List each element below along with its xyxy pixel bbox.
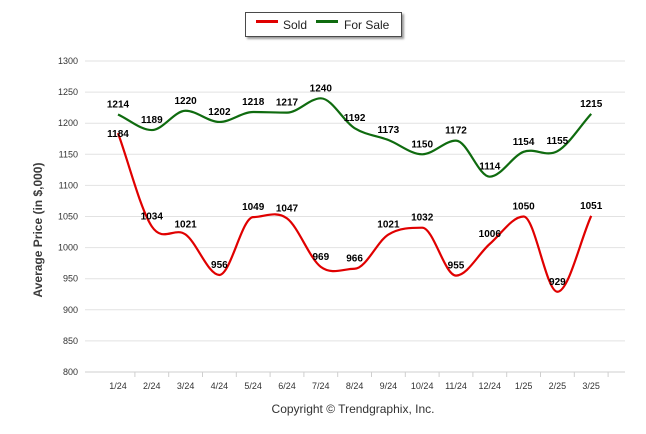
x-tick-label-12/24: 12/24 [479,381,502,391]
x-tick-label-10/24: 10/24 [411,381,434,391]
x-tick-label-2/24: 2/24 [143,381,161,391]
grid-lines [85,60,625,377]
series-lines [116,97,593,293]
y-tick-label-900: 900 [63,305,78,315]
x-tick-label-5/24: 5/24 [244,381,262,391]
series-line-for-sale [117,97,593,178]
x-tick-label-1/24: 1/24 [109,381,127,391]
data-label-for-sale-9: 1150 [411,139,433,150]
data-label-for-sale-13: 1155 [547,136,569,147]
legend-swatch-for-sale [316,20,338,23]
data-label-for-sale-8: 1173 [378,125,400,136]
data-label-sold-8: 1021 [377,220,400,231]
data-label-sold-12: 1050 [512,202,535,213]
data-label-for-sale-12: 1154 [513,137,535,148]
data-label-sold-0: 1184 [107,129,129,140]
y-tick-label-1250: 1250 [58,87,78,97]
y-tick-label-1150: 1150 [59,149,78,159]
legend-swatch-sold [256,20,278,23]
data-labels: 1184 1034 1021 956 1049 1047 969 966 1021 1032 955… [107,83,603,287]
legend-label-for-sale: For Sale [344,18,390,32]
data-label-sold-13: 929 [549,277,566,288]
y-axis-ticks: 800 850 900 950 1000 1050 1100 1150 1200 1250 1300 [58,56,78,377]
data-label-for-sale-10: 1172 [445,126,467,137]
x-tick-label-3/24: 3/24 [177,381,195,391]
x-tick-label-3/25: 3/25 [582,381,600,391]
data-label-sold-9: 1032 [411,213,434,224]
y-tick-label-1300: 1300 [58,56,78,66]
x-tick-label-11/24: 11/24 [445,381,467,391]
data-label-for-sale-3: 1202 [208,107,231,118]
copyright-text: Copyright © Trendgraphix, Inc. [271,402,435,416]
x-tick-label-4/24: 4/24 [211,381,229,391]
data-label-sold-5: 1047 [276,203,299,214]
x-axis-ticks: 1/24 2/24 3/24 4/24 5/24 6/24 7/24 8/24 9/24 10/2… [109,381,600,391]
data-label-sold-11: 1006 [479,229,502,240]
legend: Sold For Sale [245,12,402,37]
data-label-sold-2: 1021 [174,220,197,231]
data-label-sold-7: 966 [346,254,363,265]
x-tick-label-9/24: 9/24 [380,381,398,391]
y-tick-label-1200: 1200 [58,118,78,128]
data-label-for-sale-11: 1114 [479,162,501,173]
data-label-for-sale-6: 1240 [310,83,333,94]
y-tick-label-950: 950 [63,274,78,284]
data-label-sold-10: 955 [448,261,465,272]
data-label-sold-6: 969 [312,252,329,263]
data-label-for-sale-7: 1192 [344,113,366,124]
y-tick-label-1100: 1100 [59,180,78,190]
y-axis-label: Average Price (in $,000) [31,162,45,298]
x-tick-label-6/24: 6/24 [278,381,296,391]
data-label-for-sale-1: 1189 [141,115,163,126]
data-label-sold-1: 1034 [141,211,164,222]
data-label-sold-14: 1051 [580,201,603,212]
x-tick-label-1/25: 1/25 [515,381,533,391]
x-tick-label-8/24: 8/24 [346,381,364,391]
y-tick-label-1000: 1000 [58,243,78,253]
data-label-sold-4: 1049 [242,202,265,213]
x-tick-label-7/24: 7/24 [312,381,330,391]
data-label-for-sale-4: 1218 [242,97,265,108]
data-label-for-sale-14: 1215 [580,99,603,110]
data-label-for-sale-2: 1220 [174,96,197,107]
y-tick-label-800: 800 [63,367,78,377]
y-tick-label-850: 850 [63,336,78,346]
data-label-for-sale-0: 1214 [107,99,130,110]
data-label-for-sale-5: 1217 [276,98,299,109]
legend-label-sold: Sold [283,18,308,32]
data-label-sold-3: 956 [211,260,228,271]
series-line-sold [116,132,593,293]
x-tick-label-2/25: 2/25 [549,381,567,391]
y-tick-label-1050: 1050 [58,212,78,222]
